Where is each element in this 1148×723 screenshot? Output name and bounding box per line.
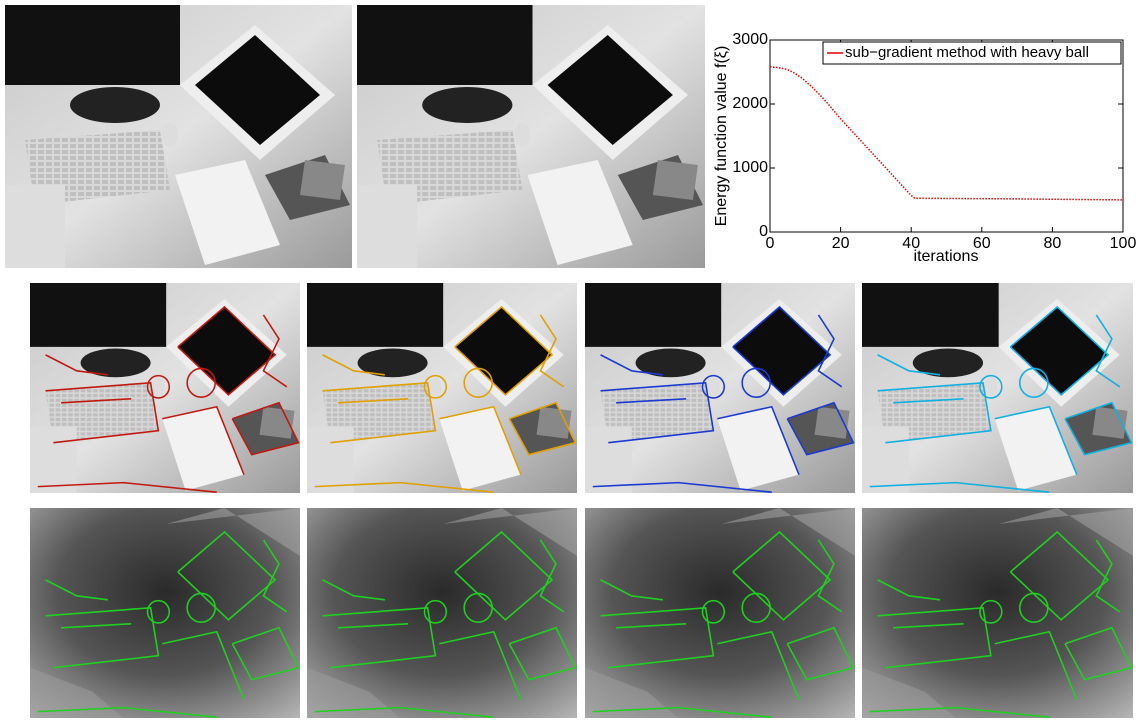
x-tick-label: 100	[1110, 235, 1137, 252]
x-tick-label: 60	[973, 235, 991, 252]
x-axis-label: iterations	[914, 248, 979, 265]
y-axis-label: Energy function value f(ξ)	[713, 46, 730, 227]
plot-area	[770, 40, 1123, 232]
x-tick-label: 80	[1044, 235, 1062, 252]
y-tick-label: 3000	[732, 31, 768, 48]
figure: Energy function value f(ξ) iterations 0 1…	[0, 0, 1148, 718]
legend-label: sub−gradient method with heavy ball	[845, 44, 1089, 61]
distance-transform-row	[30, 508, 1133, 718]
x-tick-label: 20	[832, 235, 850, 252]
y-tick-label: 2000	[732, 95, 768, 112]
x-tick-label: 40	[902, 235, 920, 252]
energy-chart: Energy function value f(ξ) iterations 0 1…	[713, 31, 1136, 265]
x-tick-label: 0	[766, 235, 775, 252]
y-tick-label: 1000	[732, 159, 768, 176]
edge-overlay-row	[30, 283, 1133, 493]
